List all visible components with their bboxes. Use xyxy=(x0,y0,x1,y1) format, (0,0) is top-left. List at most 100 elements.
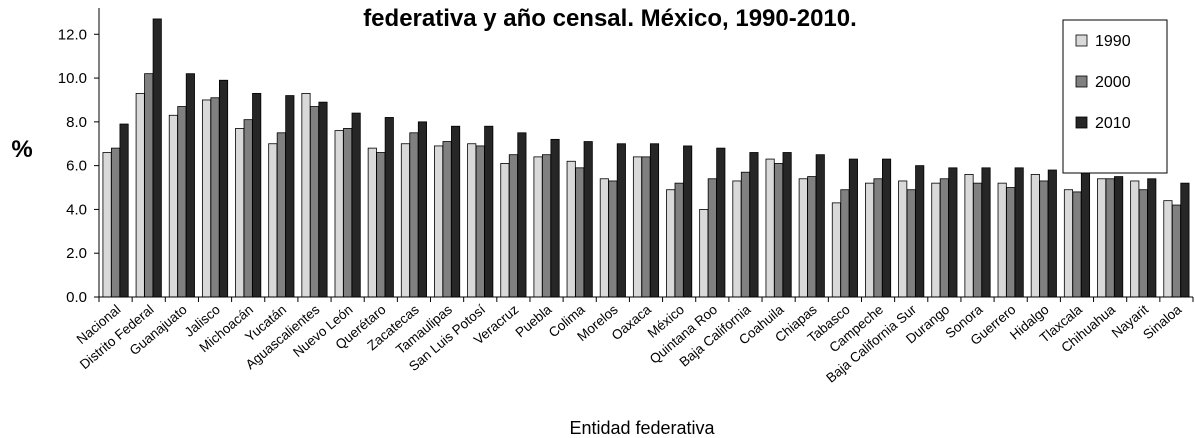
bar-2010 xyxy=(782,152,792,298)
bar-1990 xyxy=(798,178,808,298)
y-axis-label: % xyxy=(11,136,32,163)
bar-2010 xyxy=(716,147,726,298)
bar-2000 xyxy=(641,156,651,298)
bar-2000 xyxy=(840,189,850,298)
bar-2000 xyxy=(1171,204,1181,298)
legend-label-2010: 2010 xyxy=(1095,115,1131,132)
bar-1990 xyxy=(765,158,775,298)
bar-2010 xyxy=(948,167,958,298)
bar-1990 xyxy=(898,180,908,298)
legend-label-1990: 1990 xyxy=(1095,33,1131,50)
bar-1990 xyxy=(500,163,510,298)
y-tick-label: 8.0 xyxy=(66,114,87,131)
bar-2000 xyxy=(674,182,684,298)
bar-2000 xyxy=(807,176,817,298)
bar-2010 xyxy=(882,158,892,298)
bar-2010 xyxy=(484,125,494,298)
bar-2000 xyxy=(442,141,452,298)
bar-2010 xyxy=(583,141,593,298)
bar-2010 xyxy=(848,158,858,298)
bar-2010 xyxy=(119,123,129,298)
bar-1990 xyxy=(434,145,444,298)
y-axis: 0.0 2.0 4.0 6.0 8.0 10.0 12.0 xyxy=(58,8,100,306)
x-tick-label: Sinaloa xyxy=(1140,301,1185,342)
bar-1990 xyxy=(1097,178,1107,298)
bar-2010 xyxy=(815,154,825,298)
bar-2010 xyxy=(616,143,626,298)
bar-2000 xyxy=(508,154,518,298)
bar-2000 xyxy=(939,178,949,298)
bar-1990 xyxy=(599,178,609,298)
bar-2010 xyxy=(517,132,527,298)
bar-1990 xyxy=(235,128,245,298)
bar-2010 xyxy=(451,125,461,298)
bar-2010 xyxy=(384,117,394,298)
bar-1990 xyxy=(1063,189,1074,298)
bar-2000 xyxy=(1105,178,1115,298)
bar-1990 xyxy=(268,143,278,298)
bar-1990 xyxy=(1163,200,1173,298)
bar-1990 xyxy=(135,92,145,298)
bar-2000 xyxy=(740,171,750,298)
bar-1990 xyxy=(168,114,178,298)
bar-1990 xyxy=(865,182,875,298)
bar-2010 xyxy=(417,121,427,298)
y-tick-label: 4.0 xyxy=(66,201,87,218)
bar-2010 xyxy=(683,145,693,298)
bar-2010 xyxy=(550,138,560,298)
bar-2010 xyxy=(1114,176,1124,298)
legend: 1990 2000 2010 xyxy=(1062,19,1168,174)
bar-1990 xyxy=(964,173,974,298)
bar-2000 xyxy=(144,73,154,298)
y-tick-label: 0.0 xyxy=(66,289,87,306)
bar-1990 xyxy=(102,152,112,298)
bar-1990 xyxy=(533,156,543,298)
bar-2010 xyxy=(749,152,759,298)
y-tick-label: 10.0 xyxy=(58,70,87,87)
bar-2000 xyxy=(707,178,717,298)
bar-2000 xyxy=(309,106,320,298)
x-tick-label: Puebla xyxy=(513,301,555,340)
bar-2010 xyxy=(1147,178,1157,298)
legend-swatch-2000 xyxy=(1075,75,1088,88)
bar-1990 xyxy=(467,143,477,298)
bar-2010 xyxy=(1080,171,1091,298)
bar-2010 xyxy=(185,73,195,298)
bar-1990 xyxy=(1130,180,1140,298)
bar-2010 xyxy=(351,112,361,298)
bar-2000 xyxy=(1072,191,1082,298)
bar-2010 xyxy=(1014,167,1024,298)
bar-2000 xyxy=(276,132,286,298)
x-axis-label: Entidad federativa xyxy=(569,418,715,438)
bar-2000 xyxy=(542,154,552,298)
y-tick-label: 2.0 xyxy=(66,245,87,262)
legend-label-2000: 2000 xyxy=(1095,74,1131,91)
y-tick-label: 6.0 xyxy=(66,158,87,175)
bar-2000 xyxy=(343,128,353,298)
bar-2000 xyxy=(608,180,618,298)
bar-2000 xyxy=(873,178,883,298)
bar-2010 xyxy=(152,18,162,298)
bar-2000 xyxy=(1138,189,1148,298)
bar-1990 xyxy=(1030,173,1040,298)
bar-2010 xyxy=(1180,182,1190,298)
bar-2010 xyxy=(1047,169,1057,298)
bar-2000 xyxy=(972,182,983,298)
bar-1990 xyxy=(699,209,709,298)
bar-2010 xyxy=(218,79,229,298)
bar-1990 xyxy=(400,143,410,298)
bar-1990 xyxy=(732,180,742,298)
legend-swatch-1990 xyxy=(1075,34,1088,47)
bar-2010 xyxy=(318,101,328,298)
bar-1990 xyxy=(931,182,941,298)
bar-1990 xyxy=(334,130,344,298)
bar-1990 xyxy=(666,189,676,298)
bar-1990 xyxy=(831,202,841,298)
bar-2010 xyxy=(285,95,295,298)
bar-2000 xyxy=(575,167,585,298)
y-tick-label: 12.0 xyxy=(58,26,87,43)
bar-1990 xyxy=(632,156,643,298)
bar-2000 xyxy=(111,147,121,298)
